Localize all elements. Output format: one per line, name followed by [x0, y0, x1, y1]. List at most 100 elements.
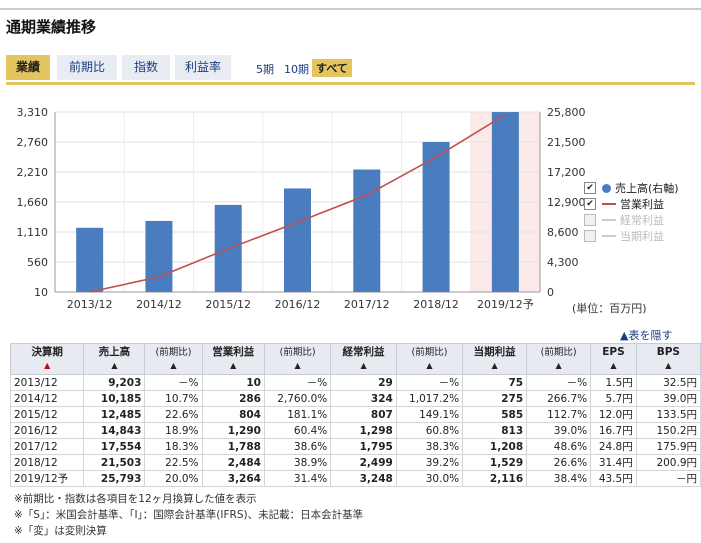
column-header[interactable]: EPS ▲: [590, 343, 637, 375]
legend-checkbox-operating-profit[interactable]: ✔: [584, 198, 596, 210]
table-cell: 17,554: [83, 438, 146, 455]
table-cell: 22.5%: [144, 454, 203, 471]
notes: ※前期比・指数は各項目を12ヶ月換算した値を表示 ※「S」：米国会計基準、「I」…: [14, 491, 363, 539]
sort-arrow-icon[interactable]: ▲: [111, 361, 118, 370]
legend-label-operating-profit: 営業利益: [620, 198, 664, 211]
left-tick-label: 3,310: [17, 106, 49, 119]
column-header[interactable]: (前期比) ▲: [263, 343, 332, 375]
sort-arrow-icon[interactable]: ▲: [610, 361, 617, 370]
table-cell: 43.5円: [590, 470, 637, 487]
legend-checkbox-ordinary-profit[interactable]: ✔: [584, 214, 596, 226]
x-tick-label: 2018/12: [413, 298, 459, 311]
sort-arrow-icon[interactable]: ▲: [230, 361, 237, 370]
column-header[interactable]: 売上高 ▲: [83, 343, 146, 375]
table-cell: 14,843: [83, 422, 146, 439]
table-cell: 22.6%: [144, 406, 203, 423]
table-cell: 32.5円: [635, 374, 701, 391]
sort-arrow-icon[interactable]: ▲: [491, 361, 498, 370]
legend-checkbox-sales[interactable]: ✔: [584, 182, 596, 194]
table-cell: 1,788: [201, 438, 265, 455]
table-cell: 807: [330, 406, 397, 423]
column-header[interactable]: 決算期 ▲: [9, 343, 85, 375]
sort-arrow-icon[interactable]: ▲: [555, 361, 562, 370]
tab-performance[interactable]: 業績: [6, 55, 50, 80]
left-tick-label: 2,760: [17, 136, 49, 149]
tab-margin[interactable]: 利益率: [175, 55, 231, 80]
table-cell: 38.9%: [263, 454, 332, 471]
line-icon: [602, 219, 616, 221]
sales-bar: [422, 141, 450, 292]
tab-yoy[interactable]: 前期比: [57, 55, 117, 80]
legend-item-ordinary-profit[interactable]: ✔ 経常利益: [584, 212, 679, 228]
sort-arrow-icon[interactable]: ▲: [665, 361, 672, 370]
table-cell: 2018/12: [9, 454, 85, 471]
column-header[interactable]: (前期比) ▲: [395, 343, 464, 375]
right-tick-label: 0: [547, 286, 554, 299]
table-cell: 149.1%: [395, 406, 464, 423]
column-header[interactable]: (前期比) ▲: [144, 343, 203, 375]
period-all-button[interactable]: すべて: [312, 59, 352, 77]
table-cell: 75: [462, 374, 528, 391]
left-tick-label: 560: [27, 256, 48, 269]
period-5-button[interactable]: 5期: [256, 63, 274, 76]
column-header[interactable]: 当期利益 ▲: [462, 343, 528, 375]
column-header-label: 売上高: [98, 346, 131, 358]
table-cell: 275: [462, 390, 528, 407]
note-line: ※前期比・指数は各項目を12ヶ月換算した値を表示: [14, 493, 257, 505]
table-cell: －%: [526, 374, 592, 391]
column-header[interactable]: 営業利益 ▲: [201, 343, 265, 375]
table-cell: 2,760.0%: [263, 390, 332, 407]
table-cell: 48.6%: [526, 438, 592, 455]
legend-item-sales[interactable]: ✔ 売上高(右軸): [584, 180, 679, 196]
table-cell: 3,248: [330, 470, 397, 487]
legend-item-net-profit[interactable]: ✔ 当期利益: [584, 228, 679, 244]
column-header-label: 経常利益: [342, 346, 385, 358]
left-tick-label: 1,110: [17, 226, 49, 239]
sort-arrow-icon[interactable]: ▲: [426, 361, 433, 370]
column-header-label: (前期比): [279, 347, 316, 358]
hide-table-link[interactable]: ▲表を隠す: [620, 329, 673, 342]
table-cell: 31.4%: [263, 470, 332, 487]
tab-index[interactable]: 指数: [122, 55, 170, 80]
legend-item-operating-profit[interactable]: ✔ 営業利益: [584, 196, 679, 212]
column-header-label: BPS: [656, 346, 680, 358]
table-cell: 9,203: [83, 374, 146, 391]
legend-checkbox-net-profit[interactable]: ✔: [584, 230, 596, 242]
table-body: 2013/12 9,203 －% 10 －% 29 －% 75 －% 1.5円 32.5円 2014/…: [9, 374, 701, 487]
table-cell: 200.9円: [635, 454, 701, 471]
x-tick-label: 2019/12予: [477, 298, 534, 311]
column-header-label: 当期利益: [473, 346, 516, 358]
table-cell: 2014/12: [9, 390, 85, 407]
table-cell: －%: [263, 374, 332, 391]
sales-bar: [76, 227, 104, 292]
sort-arrow-icon[interactable]: ▲: [44, 361, 51, 370]
x-tick-label: 2014/12: [136, 298, 182, 311]
table-row: 2016/12 14,843 18.9% 1,290 60.4% 1,298 60.8% 81…: [9, 422, 701, 439]
period-10-button[interactable]: 10期: [284, 63, 309, 76]
tab-bar: 業績 前期比 指数 利益率 5期 10期 すべて: [6, 55, 695, 85]
table-cell: 12.0円: [590, 406, 637, 423]
column-header-label: (前期比): [411, 347, 448, 358]
table-cell: 12,485: [83, 406, 146, 423]
table-cell: 16.7円: [590, 422, 637, 439]
sort-arrow-icon[interactable]: ▲: [170, 361, 177, 370]
circle-icon: [602, 183, 611, 193]
table-cell: 2,484: [201, 454, 265, 471]
column-header[interactable]: 経常利益 ▲: [330, 343, 397, 375]
column-header-label: 決算期: [31, 346, 63, 358]
table-cell: 39.0円: [635, 390, 701, 407]
table-cell: 38.3%: [395, 438, 464, 455]
sales-bar: [491, 112, 519, 293]
sort-arrow-icon[interactable]: ▲: [294, 361, 301, 370]
sort-arrow-icon[interactable]: ▲: [360, 361, 367, 370]
table-cell: 2,499: [330, 454, 397, 471]
table-header-row: 決算期 ▲ 売上高 ▲ (前期比) ▲ 営業利益 ▲ (前期比) ▲ 経常利益 ▲ (前期比) ▲ 当期利益…: [9, 343, 701, 375]
column-header-label: (前期比): [540, 347, 577, 358]
line-icon: [602, 235, 616, 237]
table-cell: 31.4円: [590, 454, 637, 471]
table-row: 2014/12 10,185 10.7% 286 2,760.0% 324 1,017.2%…: [9, 390, 701, 407]
column-header[interactable]: (前期比) ▲: [526, 343, 592, 375]
table-cell: 2015/12: [9, 406, 85, 423]
column-header[interactable]: BPS ▲: [635, 343, 701, 375]
table-cell: 266.7%: [526, 390, 592, 407]
